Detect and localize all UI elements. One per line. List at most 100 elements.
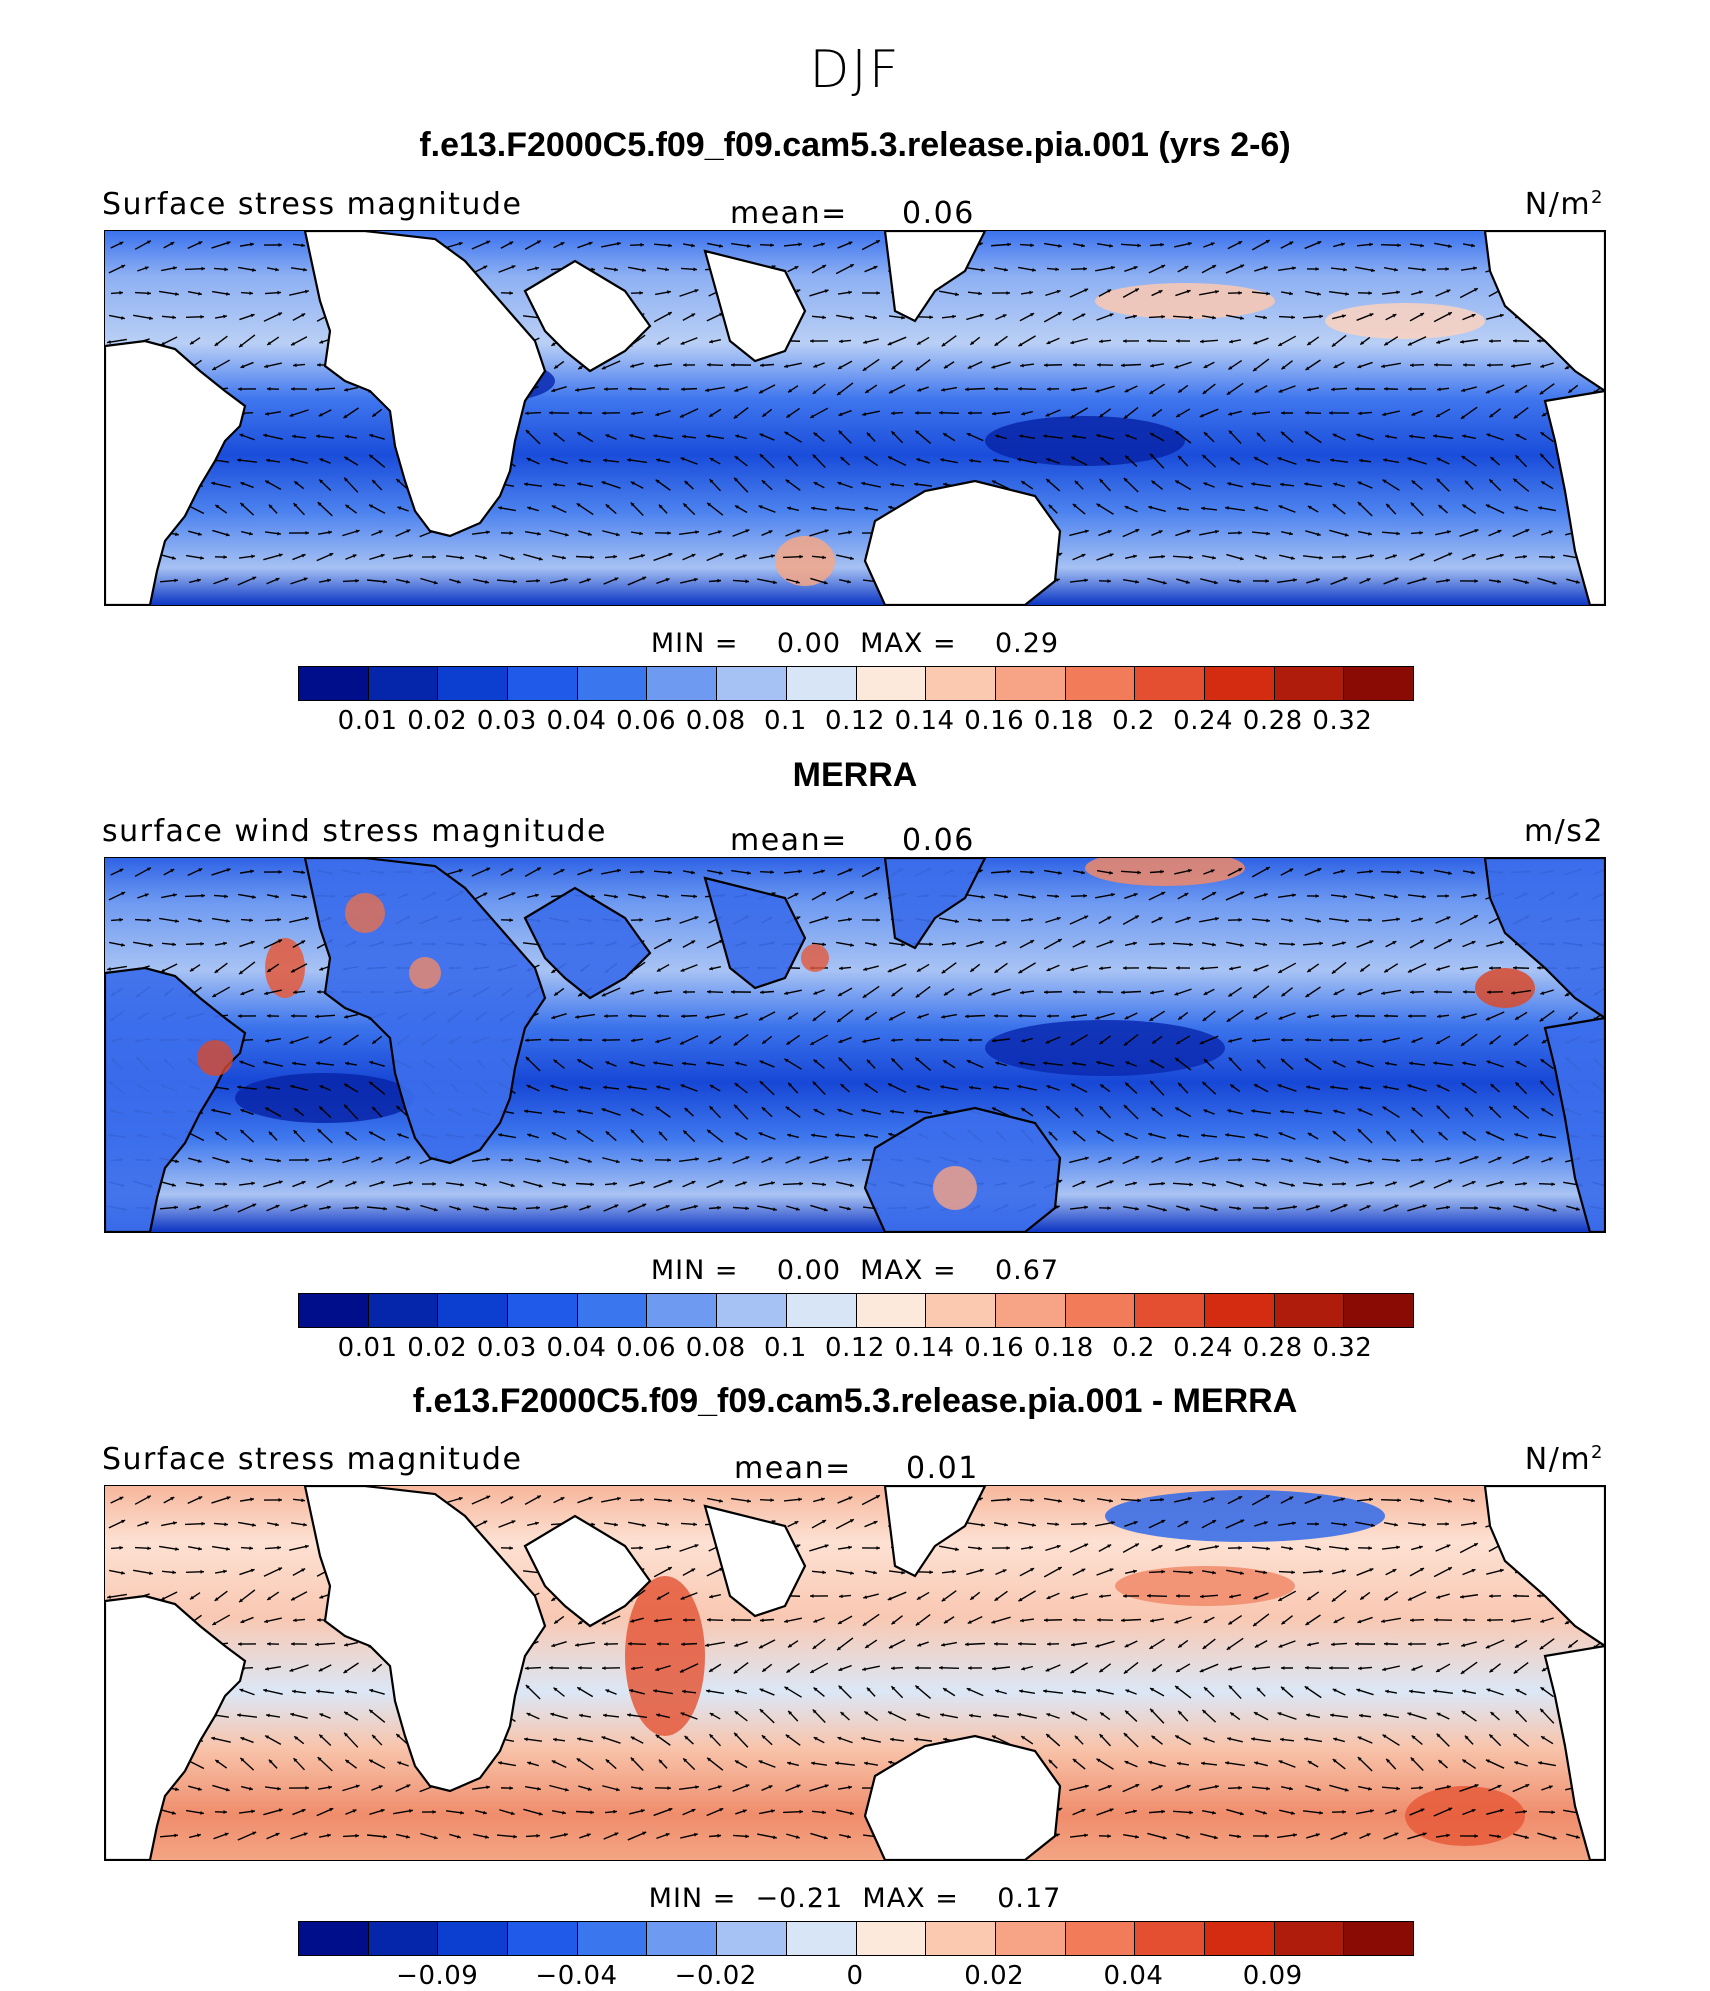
colorbar-tick-label: 0.01 [338,1333,398,1363]
colorbar-swatch [926,1294,996,1327]
colorbar-swatch [578,667,648,700]
colorbar-swatch [787,1294,857,1327]
colorbar-tick-label: 0.03 [477,1333,537,1363]
colorbar-swatch [1066,1922,1136,1955]
colorbar-swatch [578,1294,648,1327]
colorbar-swatch [1344,667,1413,700]
colorbar-tick-label: 0.06 [616,706,676,736]
panel-3-units-sup: 2 [1591,1442,1604,1463]
colorbar-swatch [647,1922,717,1955]
panel-3-colorbar [298,1921,1414,1956]
panel-1-mean-value: 0.06 [902,196,975,231]
colorbar-tick-label: 0.04 [547,706,607,736]
colorbar-tick-label: 0.32 [1312,1333,1372,1363]
colorbar-tick-label: 0.24 [1173,706,1233,736]
colorbar-swatch [508,1294,578,1327]
colorbar-swatch [578,1922,648,1955]
colorbar-swatch [926,667,996,700]
season-title: DJF [0,40,1710,100]
colorbar-swatch [369,1294,439,1327]
panel-1-title: f.e13.F2000C5.f09_f09.cam5.3.release.pia… [0,126,1710,165]
colorbar-tick-label: −0.02 [675,1961,757,1991]
panel-2-variable: surface wind stress magnitude [102,814,607,849]
colorbar-tick-label: 0.32 [1312,706,1372,736]
colorbar-tick-label: 0.06 [616,1333,676,1363]
panel-3-map-svg [105,1486,1605,1860]
colorbar-swatch [1344,1294,1413,1327]
colorbar-tick-label: 0.08 [686,706,746,736]
panel-3-minmax: MIN = −0.21 MAX = 0.17 [0,1883,1710,1914]
colorbar-swatch [1135,1922,1205,1955]
colorbar-tick-label: 0.03 [477,706,537,736]
colorbar-swatch [1275,1922,1345,1955]
colorbar-swatch [647,667,717,700]
colorbar-swatch [1205,1922,1275,1955]
colorbar-swatch [438,667,508,700]
colorbar-tick-label: 0.01 [338,706,398,736]
colorbar-swatch [857,667,927,700]
colorbar-tick-label: 0.04 [1104,1961,1164,1991]
colorbar-swatch [857,1294,927,1327]
colorbar-swatch [1275,667,1345,700]
colorbar-tick-label: 0.18 [1034,706,1094,736]
panel-3-variable: Surface stress magnitude [102,1442,522,1477]
colorbar-swatch [369,667,439,700]
panel-1-map-svg [105,231,1605,605]
panel-3-title: f.e13.F2000C5.f09_f09.cam5.3.release.pia… [0,1382,1710,1421]
panel-1-colorbar [298,666,1414,701]
panel-2-minmax: MIN = 0.00 MAX = 0.67 [0,1255,1710,1286]
panel-1-units-sup: 2 [1591,187,1604,208]
colorbar-swatch [1344,1922,1413,1955]
colorbar-swatch [717,1922,787,1955]
colorbar-tick-label: 0.02 [964,1961,1024,1991]
panel-1-units-base: N/m [1525,187,1591,222]
colorbar-swatch [1275,1294,1345,1327]
panel-3-mean-value: 0.01 [906,1451,979,1486]
colorbar-tick-label: 0.04 [547,1333,607,1363]
colorbar-swatch [926,1922,996,1955]
panel-1-units: N/m2 [1480,187,1604,222]
panel-2-mean-label: mean= [730,823,848,858]
colorbar-swatch [996,1294,1066,1327]
colorbar-swatch [438,1922,508,1955]
panel-2-mean-value: 0.06 [902,823,975,858]
colorbar-swatch [717,1294,787,1327]
colorbar-swatch [717,667,787,700]
colorbar-swatch [857,1922,927,1955]
panel-2-map-svg [105,858,1605,1232]
panel-3-units-base: N/m [1525,1442,1591,1477]
colorbar-swatch [787,1922,857,1955]
panel-2-map [104,857,1606,1233]
colorbar-swatch [996,667,1066,700]
colorbar-swatch [369,1922,439,1955]
colorbar-swatch [1066,667,1136,700]
colorbar-swatch [508,1922,578,1955]
colorbar-swatch [1066,1294,1136,1327]
colorbar-swatch [1135,1294,1205,1327]
colorbar-tick-label: 0 [846,1961,863,1991]
colorbar-tick-label: 0.18 [1034,1333,1094,1363]
panel-1-minmax: MIN = 0.00 MAX = 0.29 [0,628,1710,659]
colorbar-tick-label: 0.2 [1112,1333,1155,1363]
colorbar-swatch [787,667,857,700]
colorbar-tick-label: 0.1 [764,706,807,736]
colorbar-swatch [647,1294,717,1327]
colorbar-swatch [438,1294,508,1327]
colorbar-tick-label: 0.09 [1243,1961,1303,1991]
colorbar-tick-label: 0.14 [895,706,955,736]
colorbar-swatch [299,667,369,700]
colorbar-tick-label: 0.02 [407,1333,467,1363]
colorbar-tick-label: −0.09 [396,1961,478,1991]
panel-2-colorbar [298,1293,1414,1328]
colorbar-swatch [299,1294,369,1327]
colorbar-swatch [299,1922,369,1955]
panel-3-units: N/m2 [1480,1442,1604,1477]
panel-2-title: MERRA [0,756,1710,795]
colorbar-tick-label: 0.14 [895,1333,955,1363]
colorbar-tick-label: 0.24 [1173,1333,1233,1363]
panel-3-mean-label: mean= [734,1451,852,1486]
colorbar-swatch [996,1922,1066,1955]
colorbar-tick-label: 0.16 [964,706,1024,736]
colorbar-swatch [1135,667,1205,700]
